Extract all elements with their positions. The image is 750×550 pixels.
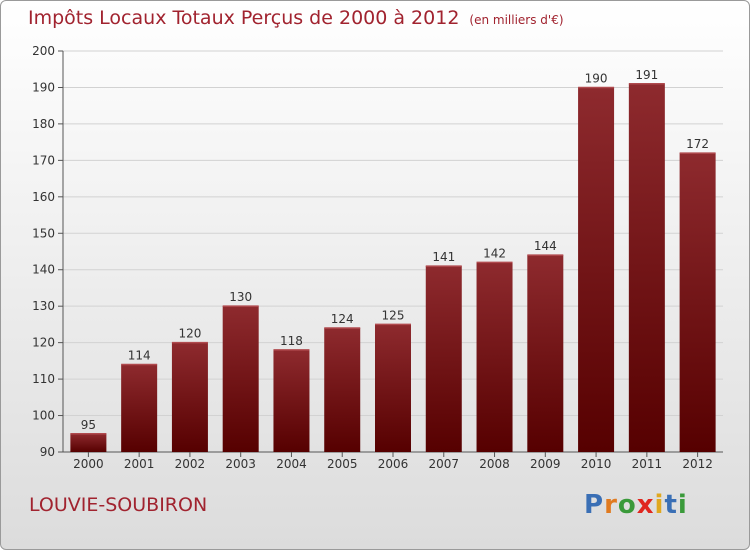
x-tick-label: 2003 — [225, 457, 256, 471]
x-tick-label: 2006 — [378, 457, 409, 471]
y-tick-label: 140 — [32, 263, 55, 277]
y-tick-label: 110 — [32, 372, 55, 386]
data-label: 125 — [382, 308, 405, 322]
y-tick-label: 180 — [32, 117, 55, 131]
logo-letter: t — [664, 490, 678, 520]
data-label: 130 — [229, 290, 252, 304]
y-tick-label: 100 — [32, 409, 55, 423]
logo-letter: r — [604, 490, 618, 520]
bar — [171, 342, 208, 452]
data-label: 144 — [534, 239, 557, 253]
bar — [628, 83, 665, 453]
x-tick-label: 2000 — [73, 457, 104, 471]
x-tick-label: 2009 — [530, 457, 561, 471]
bar — [578, 87, 615, 453]
x-tick-label: 2011 — [632, 457, 663, 471]
bar — [527, 255, 564, 452]
y-tick-label: 190 — [32, 80, 55, 94]
proxiti-logo[interactable]: Proxiti — [584, 490, 688, 520]
bar — [324, 328, 361, 452]
bar — [70, 433, 107, 452]
data-label: 95 — [81, 418, 96, 432]
bar — [679, 153, 716, 452]
logo-letter: i — [677, 490, 688, 520]
y-tick-label: 200 — [32, 44, 55, 58]
data-label: 141 — [432, 250, 455, 264]
data-label: 142 — [483, 246, 506, 260]
bar — [425, 266, 462, 452]
data-label: 118 — [280, 334, 303, 348]
x-tick-label: 2010 — [581, 457, 612, 471]
chart-subtitle: (en milliers d'€) — [469, 13, 564, 27]
data-label: 114 — [128, 349, 151, 363]
logo-letter: o — [617, 490, 637, 520]
y-tick-label: 130 — [32, 299, 55, 313]
y-tick-label: 160 — [32, 190, 55, 204]
place-name: LOUVIE-SOUBIRON — [29, 494, 208, 516]
x-tick-label: 2005 — [327, 457, 358, 471]
logo-letter: i — [654, 490, 665, 520]
data-label: 191 — [635, 68, 658, 82]
x-tick-label: 2001 — [124, 457, 155, 471]
bar — [375, 324, 411, 452]
bar — [273, 349, 310, 452]
x-tick-label: 2012 — [682, 457, 713, 471]
data-label: 124 — [331, 312, 354, 326]
x-tick-label: 2008 — [479, 457, 510, 471]
bar — [222, 306, 259, 452]
y-tick-label: 170 — [32, 153, 55, 167]
logo-letter: x — [636, 490, 655, 520]
x-tick-label: 2004 — [276, 457, 307, 471]
y-tick-label: 150 — [32, 226, 55, 240]
chart-title-text: Impôts Locaux Totaux Perçus de 2000 à 20… — [28, 7, 460, 29]
data-label: 120 — [178, 327, 201, 341]
data-label: 190 — [585, 71, 608, 85]
bar — [476, 262, 513, 452]
logo-letter: P — [584, 490, 605, 520]
x-tick-label: 2002 — [175, 457, 206, 471]
y-tick-label: 90 — [40, 445, 55, 459]
y-tick-label: 120 — [32, 336, 55, 350]
x-tick-label: 2007 — [428, 457, 459, 471]
bar — [121, 364, 158, 452]
data-label: 172 — [686, 137, 709, 151]
chart-title: Impôts Locaux Totaux Perçus de 2000 à 20… — [28, 7, 564, 29]
